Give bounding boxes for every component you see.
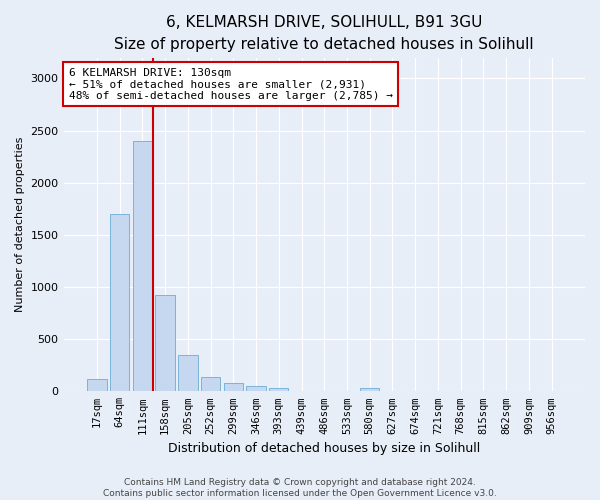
Y-axis label: Number of detached properties: Number of detached properties [15, 136, 25, 312]
Bar [201, 376, 220, 392]
Bar [383, 391, 402, 392]
Bar [247, 386, 266, 392]
Bar [292, 391, 311, 392]
Bar [178, 355, 197, 392]
Bar [133, 141, 152, 392]
Text: Contains HM Land Registry data © Crown copyright and database right 2024.
Contai: Contains HM Land Registry data © Crown c… [103, 478, 497, 498]
Title: 6, KELMARSH DRIVE, SOLIHULL, B91 3GU
Size of property relative to detached house: 6, KELMARSH DRIVE, SOLIHULL, B91 3GU Siz… [115, 15, 534, 52]
Bar [360, 388, 379, 392]
Text: 6 KELMARSH DRIVE: 130sqm
← 51% of detached houses are smaller (2,931)
48% of sem: 6 KELMARSH DRIVE: 130sqm ← 51% of detach… [69, 68, 393, 100]
Bar [314, 391, 334, 392]
Bar [337, 391, 356, 392]
Bar [269, 388, 289, 392]
Bar [87, 379, 107, 392]
Bar [224, 383, 243, 392]
Bar [110, 214, 130, 392]
X-axis label: Distribution of detached houses by size in Solihull: Distribution of detached houses by size … [168, 442, 481, 455]
Bar [155, 296, 175, 392]
